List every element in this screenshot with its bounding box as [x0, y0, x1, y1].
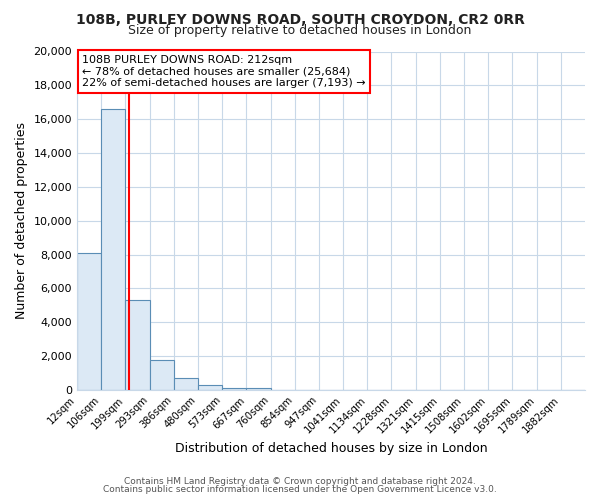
Bar	[77, 253, 101, 390]
Text: Contains public sector information licensed under the Open Government Licence v3: Contains public sector information licen…	[103, 485, 497, 494]
Bar	[125, 300, 149, 390]
Text: 108B, PURLEY DOWNS ROAD, SOUTH CROYDON, CR2 0RR: 108B, PURLEY DOWNS ROAD, SOUTH CROYDON, …	[76, 12, 524, 26]
Text: Size of property relative to detached houses in London: Size of property relative to detached ho…	[128, 24, 472, 37]
Bar	[198, 385, 222, 390]
Bar	[149, 360, 174, 390]
Y-axis label: Number of detached properties: Number of detached properties	[15, 122, 28, 320]
Bar	[101, 109, 125, 390]
Bar	[222, 388, 247, 390]
Bar	[174, 378, 198, 390]
X-axis label: Distribution of detached houses by size in London: Distribution of detached houses by size …	[175, 442, 487, 455]
Text: Contains HM Land Registry data © Crown copyright and database right 2024.: Contains HM Land Registry data © Crown c…	[124, 477, 476, 486]
Text: 108B PURLEY DOWNS ROAD: 212sqm
← 78% of detached houses are smaller (25,684)
22%: 108B PURLEY DOWNS ROAD: 212sqm ← 78% of …	[82, 55, 366, 88]
Bar	[247, 388, 271, 390]
